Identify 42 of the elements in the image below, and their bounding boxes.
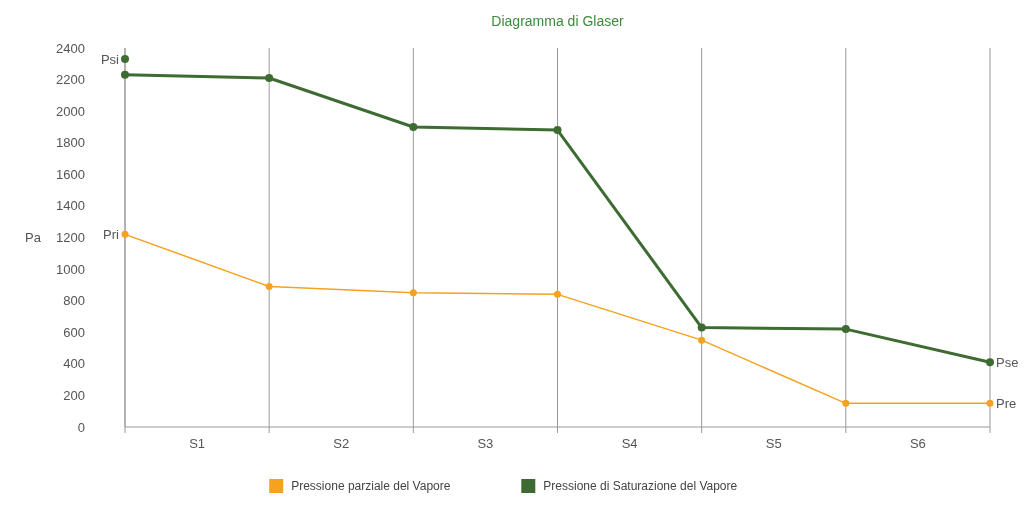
text: Psi	[100, 51, 120, 67]
y-tick-label: 0	[77, 419, 85, 435]
legend-label: Pressione di Saturazione del Vapore	[543, 479, 738, 494]
point	[121, 55, 129, 64]
y-tick-label: 1000	[56, 261, 85, 277]
text: S1	[189, 435, 206, 451]
point	[553, 126, 562, 135]
y-tick-label: 600	[63, 324, 85, 340]
point	[409, 289, 417, 297]
text: Pre	[996, 395, 1017, 411]
y-tick-label: 1800	[56, 135, 85, 151]
point	[121, 70, 129, 79]
text: Pse	[996, 354, 1019, 370]
y-tick-label: 1400	[56, 198, 85, 214]
legend-label: Pressione parziale del Vapore	[291, 479, 451, 494]
point	[121, 230, 129, 238]
text: S4	[621, 435, 638, 451]
point	[842, 399, 850, 407]
point	[265, 282, 273, 290]
text: Pri	[103, 226, 120, 242]
y-tick-label: 2200	[56, 72, 85, 88]
point	[554, 290, 561, 298]
chart-title: Diagramma di Glaser	[491, 13, 624, 29]
point	[986, 399, 994, 407]
point	[698, 336, 706, 344]
y-tick-label: 2000	[56, 103, 85, 119]
point	[409, 122, 418, 131]
y-axis-title: Pa	[25, 230, 42, 246]
text: S2	[333, 435, 350, 451]
y-tick-label: 2400	[56, 40, 85, 56]
point	[697, 323, 706, 332]
y-tick-label: 400	[63, 356, 85, 372]
point	[265, 74, 274, 82]
text: S5	[765, 435, 782, 451]
y-tick-label: 1600	[56, 166, 85, 182]
point	[841, 325, 850, 334]
y-tick-label: 800	[63, 293, 85, 309]
text: S6	[909, 435, 926, 451]
y-tick-label: 200	[63, 387, 85, 403]
text: S3	[477, 435, 494, 451]
point	[986, 358, 994, 367]
y-tick-label: 1200	[56, 230, 85, 246]
